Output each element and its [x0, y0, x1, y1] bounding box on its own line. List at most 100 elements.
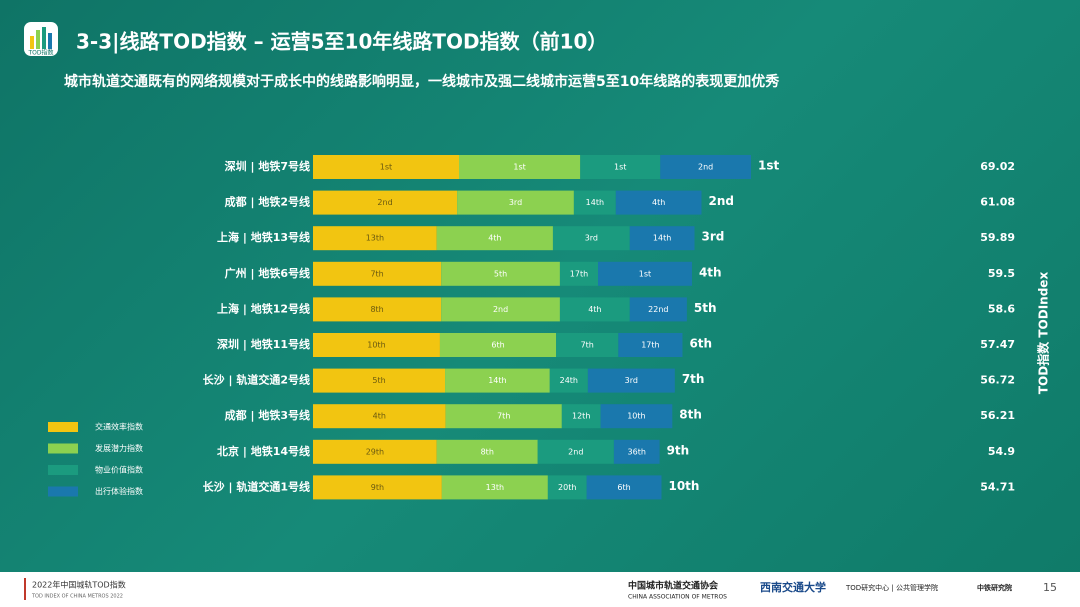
- logo-text: TOD指数: [27, 49, 53, 57]
- rank-label: 29th: [366, 447, 384, 456]
- logo-bar: [36, 30, 40, 49]
- bar-segment: [313, 190, 458, 215]
- category-label: 深圳 | 地铁11号线: [217, 337, 310, 351]
- legend-swatch: [48, 443, 78, 454]
- category-label: 成都 | 地铁3号线: [225, 408, 310, 422]
- rank-label: 4th: [588, 305, 601, 314]
- footer: [0, 572, 1080, 607]
- rank-label: 17th: [570, 269, 588, 278]
- total-label: 54.71: [980, 480, 1015, 493]
- total-label: 61.08: [980, 196, 1015, 209]
- bar-segment: [436, 439, 538, 464]
- bar-segment: [313, 404, 446, 429]
- bar-segment: [615, 190, 702, 215]
- bar-segment: [537, 439, 614, 464]
- logo-bar: [42, 27, 46, 49]
- org: 西南交通大学: [760, 580, 826, 594]
- bar-segment: [660, 155, 751, 179]
- category-label: 长沙 | 轨道交通2号线: [203, 373, 310, 387]
- rank-label: 10th: [627, 412, 645, 421]
- logo-bar: [30, 36, 34, 49]
- bar-segment: [445, 368, 550, 393]
- overall-rank: 3rd: [702, 230, 725, 244]
- rank-label: 4th: [652, 198, 665, 207]
- bar-segment: [598, 261, 692, 286]
- legend-label: 发展潜力指数: [95, 443, 143, 453]
- overall-rank: 7th: [682, 372, 705, 386]
- category-label: 上海 | 地铁13号线: [217, 230, 310, 244]
- rank-label: 3rd: [625, 376, 638, 385]
- rank-label: 2nd: [493, 305, 508, 314]
- bar-segment: [587, 368, 675, 393]
- overall-rank: 5th: [694, 301, 717, 315]
- rank-label: 1st: [380, 163, 392, 172]
- logo-bar: [48, 33, 52, 49]
- bar-segment: [618, 333, 683, 357]
- total-label: 69.02: [980, 160, 1015, 173]
- bar-segment: [573, 190, 616, 215]
- bar-segment: [313, 368, 446, 393]
- rank-label: 7th: [497, 412, 510, 421]
- bar-segment: [556, 333, 619, 357]
- bar-segment: [629, 297, 687, 322]
- bar-segment: [459, 155, 581, 179]
- rank-label: 20th: [558, 483, 576, 492]
- bar-segment: [313, 226, 437, 251]
- rank-label: 4th: [488, 234, 501, 243]
- rank-label: 8th: [481, 447, 494, 456]
- footer-sub: TOD INDEX OF CHINA METROS 2022: [31, 594, 123, 600]
- category-label: 上海 | 地铁12号线: [217, 301, 310, 315]
- total-label: 56.21: [980, 409, 1015, 422]
- category-label: 长沙 | 轨道交通1号线: [203, 479, 310, 493]
- rank-label: 9th: [371, 483, 384, 492]
- rank-label: 7th: [370, 269, 383, 278]
- legend-label: 交通效率指数: [95, 422, 143, 432]
- bar-segment: [613, 439, 660, 464]
- category-label: 北京 | 地铁14号线: [217, 444, 310, 458]
- bar-segment: [629, 226, 695, 251]
- org: 中国城市轨道交通协会: [628, 580, 719, 592]
- bar-segment: [313, 439, 437, 464]
- category-label: 成都 | 地铁2号线: [225, 195, 310, 209]
- rank-label: 22nd: [648, 305, 668, 314]
- bar-segment: [600, 404, 673, 429]
- bar-segment: [559, 297, 630, 322]
- total-label: 54.9: [988, 445, 1015, 458]
- rank-label: 14th: [488, 376, 506, 385]
- bar-segment: [313, 155, 459, 179]
- total-label: 59.5: [988, 267, 1015, 280]
- rank-label: 13th: [486, 483, 504, 492]
- bar-segment: [561, 404, 601, 429]
- footer-accent: [24, 578, 26, 600]
- bar-segment: [580, 155, 661, 179]
- legend-swatch: [48, 465, 78, 475]
- overall-rank: 2nd: [708, 194, 733, 208]
- bar-segment: [586, 475, 662, 500]
- rank-label: 2nd: [698, 163, 713, 172]
- rank-label: 1st: [639, 269, 651, 278]
- rank-label: 3rd: [585, 234, 598, 243]
- category-label: 深圳 | 地铁7号线: [225, 159, 310, 173]
- rank-label: 3rd: [509, 198, 522, 207]
- rank-label: 2nd: [568, 447, 583, 456]
- bar-segment: [457, 190, 574, 215]
- bar-segment: [441, 297, 560, 322]
- bar-segment: [439, 333, 557, 357]
- total-label: 57.47: [980, 338, 1015, 351]
- subtitle: 城市轨道交通既有的网络规模对于成长中的线路影响明显，一线城市及强二线城市运营5至…: [64, 73, 780, 90]
- bar-segment: [441, 261, 560, 286]
- rank-label: 5th: [372, 376, 385, 385]
- bar-segment: [549, 368, 588, 393]
- bar-segment: [441, 475, 548, 500]
- rank-label: 12th: [572, 412, 590, 421]
- category-label: 广州 | 地铁6号线: [225, 266, 310, 280]
- rank-label: 5th: [494, 269, 507, 278]
- overall-rank: 10th: [668, 479, 699, 493]
- title: 3-3|线路TOD指数 – 运营5至10年线路TOD指数（前10）: [76, 30, 607, 54]
- bar-segment: [559, 261, 599, 286]
- bar-segment: [547, 475, 587, 500]
- rank-label: 2nd: [377, 198, 392, 207]
- total-label: 59.89: [980, 231, 1015, 244]
- rank-label: 10th: [367, 341, 385, 350]
- side-label: TOD指数 TODIndex: [1036, 272, 1051, 395]
